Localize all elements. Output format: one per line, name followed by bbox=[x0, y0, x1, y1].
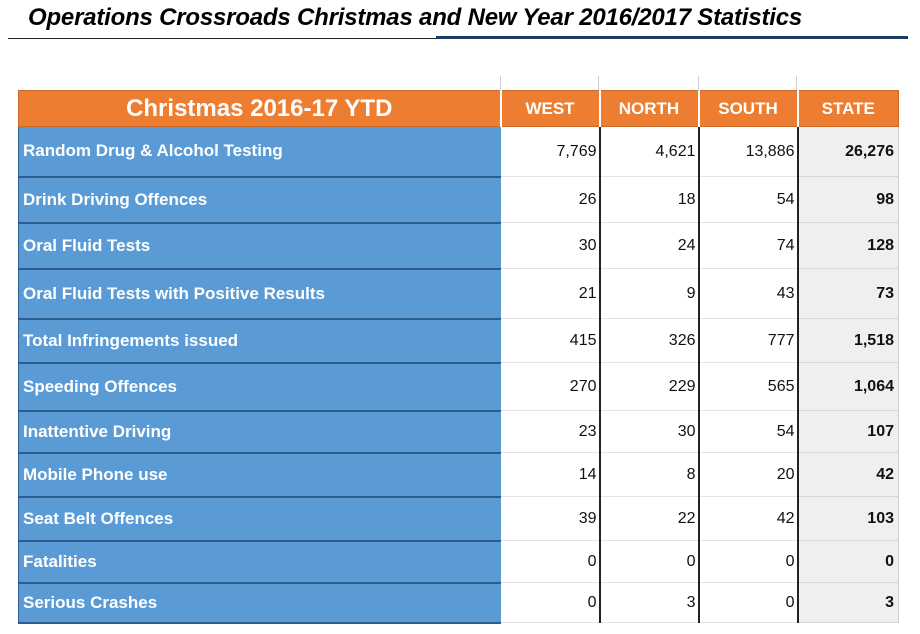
cell-west: 0 bbox=[500, 540, 601, 583]
cell-south: 54 bbox=[698, 176, 799, 223]
row-label: Oral Fluid Tests bbox=[18, 222, 501, 270]
cell-north: 229 bbox=[599, 362, 700, 411]
table-row: Oral Fluid Tests 30 24 74 128 bbox=[18, 222, 899, 270]
cell-north: 0 bbox=[599, 540, 700, 583]
cell-north: 18 bbox=[599, 176, 700, 223]
cell-north: 30 bbox=[599, 410, 700, 453]
row-label: Speeding Offences bbox=[18, 362, 501, 412]
cell-state: 3 bbox=[797, 582, 899, 623]
table-row: Oral Fluid Tests with Positive Results 21… bbox=[18, 268, 899, 320]
cell-north: 3 bbox=[599, 582, 700, 623]
cell-west: 26 bbox=[500, 176, 601, 223]
cell-state: 103 bbox=[797, 496, 899, 541]
cell-south: 74 bbox=[698, 222, 799, 269]
cell-state: 73 bbox=[797, 268, 899, 319]
row-label: Inattentive Driving bbox=[18, 410, 501, 454]
row-label: Oral Fluid Tests with Positive Results bbox=[18, 268, 501, 320]
table-row: Inattentive Driving 23 30 54 107 bbox=[18, 410, 899, 454]
table-row: Total Infringements issued 415 326 777 1,518 bbox=[18, 318, 899, 364]
cell-west: 23 bbox=[500, 410, 601, 453]
table-row: Seat Belt Offences 39 22 42 103 bbox=[18, 496, 899, 542]
cell-south: 20 bbox=[698, 452, 799, 497]
cell-state: 98 bbox=[797, 176, 899, 223]
cell-state: 0 bbox=[797, 540, 899, 583]
cell-south: 565 bbox=[698, 362, 799, 411]
row-label: Fatalities bbox=[18, 540, 501, 584]
cell-south: 0 bbox=[698, 582, 799, 623]
row-label: Total Infringements issued bbox=[18, 318, 501, 364]
cell-south: 777 bbox=[698, 318, 799, 363]
table-header-row: Christmas 2016-17 YTD WEST NORTH SOUTH S… bbox=[18, 90, 899, 127]
table-row: Fatalities 0 0 0 0 bbox=[18, 540, 899, 584]
grid-line bbox=[500, 76, 501, 92]
statistics-table: Christmas 2016-17 YTD WEST NORTH SOUTH S… bbox=[18, 90, 899, 624]
grid-line bbox=[598, 76, 599, 92]
cell-state: 26,276 bbox=[797, 126, 899, 177]
cell-state: 1,518 bbox=[797, 318, 899, 363]
cell-state: 1,064 bbox=[797, 362, 899, 411]
cell-north: 4,621 bbox=[599, 126, 700, 177]
cell-west: 0 bbox=[500, 582, 601, 623]
cell-west: 415 bbox=[500, 318, 601, 363]
cell-west: 7,769 bbox=[500, 126, 601, 177]
row-label: Serious Crashes bbox=[18, 582, 501, 624]
cell-north: 326 bbox=[599, 318, 700, 363]
cell-west: 270 bbox=[500, 362, 601, 411]
cell-north: 24 bbox=[599, 222, 700, 269]
title-accent-line bbox=[436, 36, 908, 39]
column-header-west: WEST bbox=[499, 90, 600, 127]
table-row: Speeding Offences 270 229 565 1,064 bbox=[18, 362, 899, 412]
cell-south: 43 bbox=[698, 268, 799, 319]
cell-south: 13,886 bbox=[698, 126, 799, 177]
cell-south: 0 bbox=[698, 540, 799, 583]
cell-north: 22 bbox=[599, 496, 700, 541]
cell-west: 14 bbox=[500, 452, 601, 497]
table-row: Drink Driving Offences 26 18 54 98 bbox=[18, 176, 899, 224]
cell-state: 107 bbox=[797, 410, 899, 453]
row-label: Seat Belt Offences bbox=[18, 496, 501, 542]
column-header-north: NORTH bbox=[598, 90, 699, 127]
grid-line bbox=[796, 76, 797, 92]
row-label: Random Drug & Alcohol Testing bbox=[18, 126, 501, 178]
page-title: Operations Crossroads Christmas and New … bbox=[28, 4, 803, 31]
cell-west: 21 bbox=[500, 268, 601, 319]
cell-state: 128 bbox=[797, 222, 899, 269]
table-row: Random Drug & Alcohol Testing 7,769 4,621 1… bbox=[18, 126, 899, 178]
cell-south: 54 bbox=[698, 410, 799, 453]
row-label: Drink Driving Offences bbox=[18, 176, 501, 224]
grid-line bbox=[698, 76, 699, 92]
row-label: Mobile Phone use bbox=[18, 452, 501, 498]
table-row: Serious Crashes 0 3 0 3 bbox=[18, 582, 899, 624]
cell-west: 39 bbox=[500, 496, 601, 541]
cell-south: 42 bbox=[698, 496, 799, 541]
cell-north: 9 bbox=[599, 268, 700, 319]
table-title-cell: Christmas 2016-17 YTD bbox=[18, 90, 501, 127]
table-row: Mobile Phone use 14 8 20 42 bbox=[18, 452, 899, 498]
cell-north: 8 bbox=[599, 452, 700, 497]
cell-west: 30 bbox=[500, 222, 601, 269]
column-header-state: STATE bbox=[796, 90, 899, 127]
column-header-south: SOUTH bbox=[697, 90, 798, 127]
cell-state: 42 bbox=[797, 452, 899, 497]
